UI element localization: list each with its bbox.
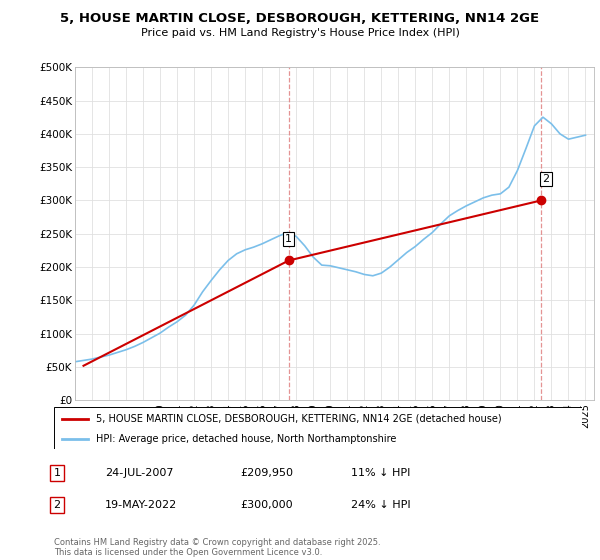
- Text: £209,950: £209,950: [240, 468, 293, 478]
- Text: 1: 1: [53, 468, 61, 478]
- Text: HPI: Average price, detached house, North Northamptonshire: HPI: Average price, detached house, Nort…: [96, 433, 397, 444]
- Text: 19-MAY-2022: 19-MAY-2022: [105, 500, 177, 510]
- Text: 1: 1: [285, 234, 292, 244]
- Text: 2: 2: [542, 174, 550, 184]
- Text: Price paid vs. HM Land Registry's House Price Index (HPI): Price paid vs. HM Land Registry's House …: [140, 28, 460, 38]
- Text: 5, HOUSE MARTIN CLOSE, DESBOROUGH, KETTERING, NN14 2GE (detached house): 5, HOUSE MARTIN CLOSE, DESBOROUGH, KETTE…: [96, 414, 502, 424]
- Text: Contains HM Land Registry data © Crown copyright and database right 2025.
This d: Contains HM Land Registry data © Crown c…: [54, 538, 380, 557]
- Text: £300,000: £300,000: [240, 500, 293, 510]
- Text: 5, HOUSE MARTIN CLOSE, DESBOROUGH, KETTERING, NN14 2GE: 5, HOUSE MARTIN CLOSE, DESBOROUGH, KETTE…: [61, 12, 539, 25]
- Text: 2: 2: [53, 500, 61, 510]
- Text: 24-JUL-2007: 24-JUL-2007: [105, 468, 173, 478]
- Text: 24% ↓ HPI: 24% ↓ HPI: [351, 500, 410, 510]
- Text: 11% ↓ HPI: 11% ↓ HPI: [351, 468, 410, 478]
